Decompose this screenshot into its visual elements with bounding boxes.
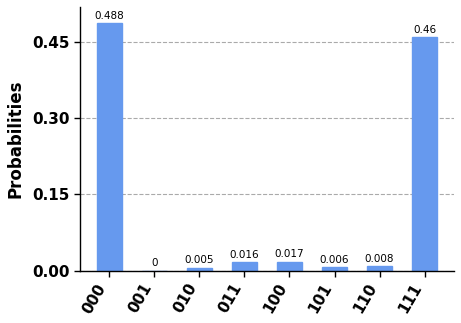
Y-axis label: Probabilities: Probabilities <box>7 79 25 198</box>
Bar <box>187 268 212 271</box>
Bar <box>277 262 302 271</box>
Text: 0.017: 0.017 <box>275 249 304 259</box>
Text: 0: 0 <box>151 258 158 268</box>
Text: 0.006: 0.006 <box>320 255 349 265</box>
Text: 0.488: 0.488 <box>95 11 124 21</box>
Bar <box>412 37 437 271</box>
Bar <box>232 262 257 271</box>
Bar <box>322 267 347 271</box>
Text: 0.005: 0.005 <box>184 255 214 266</box>
Text: 0.46: 0.46 <box>413 25 436 35</box>
Bar <box>367 266 392 271</box>
Text: 0.016: 0.016 <box>230 250 259 260</box>
Text: 0.008: 0.008 <box>365 254 394 264</box>
Bar <box>97 23 122 271</box>
